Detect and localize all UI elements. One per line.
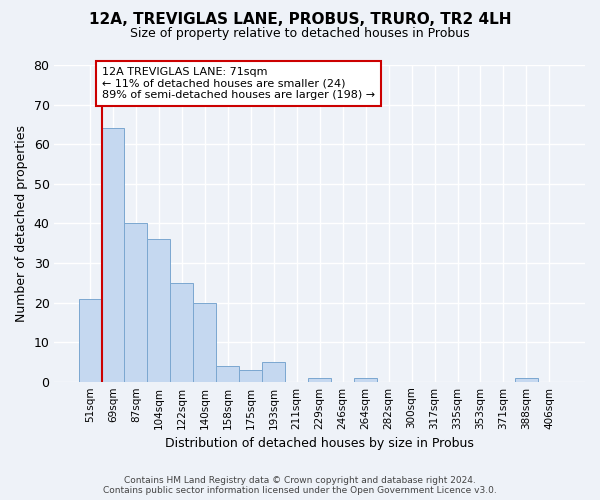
Bar (354, 378, 377, 382)
Bar (148, 239, 170, 382)
Text: Contains HM Land Registry data © Crown copyright and database right 2024.
Contai: Contains HM Land Registry data © Crown c… (103, 476, 497, 495)
X-axis label: Distribution of detached houses by size in Probus: Distribution of detached houses by size … (165, 437, 474, 450)
Bar (308, 378, 331, 382)
Bar (515, 378, 538, 382)
Text: Size of property relative to detached houses in Probus: Size of property relative to detached ho… (130, 28, 470, 40)
Bar (101, 128, 124, 382)
Text: 12A TREVIGLAS LANE: 71sqm
← 11% of detached houses are smaller (24)
89% of semi-: 12A TREVIGLAS LANE: 71sqm ← 11% of detac… (102, 67, 375, 100)
Bar (170, 282, 193, 382)
Y-axis label: Number of detached properties: Number of detached properties (15, 125, 28, 322)
Bar (217, 366, 239, 382)
Bar (239, 370, 262, 382)
Bar (79, 298, 101, 382)
Text: 12A, TREVIGLAS LANE, PROBUS, TRURO, TR2 4LH: 12A, TREVIGLAS LANE, PROBUS, TRURO, TR2 … (89, 12, 511, 28)
Bar (262, 362, 285, 382)
Bar (193, 302, 217, 382)
Bar (124, 224, 148, 382)
